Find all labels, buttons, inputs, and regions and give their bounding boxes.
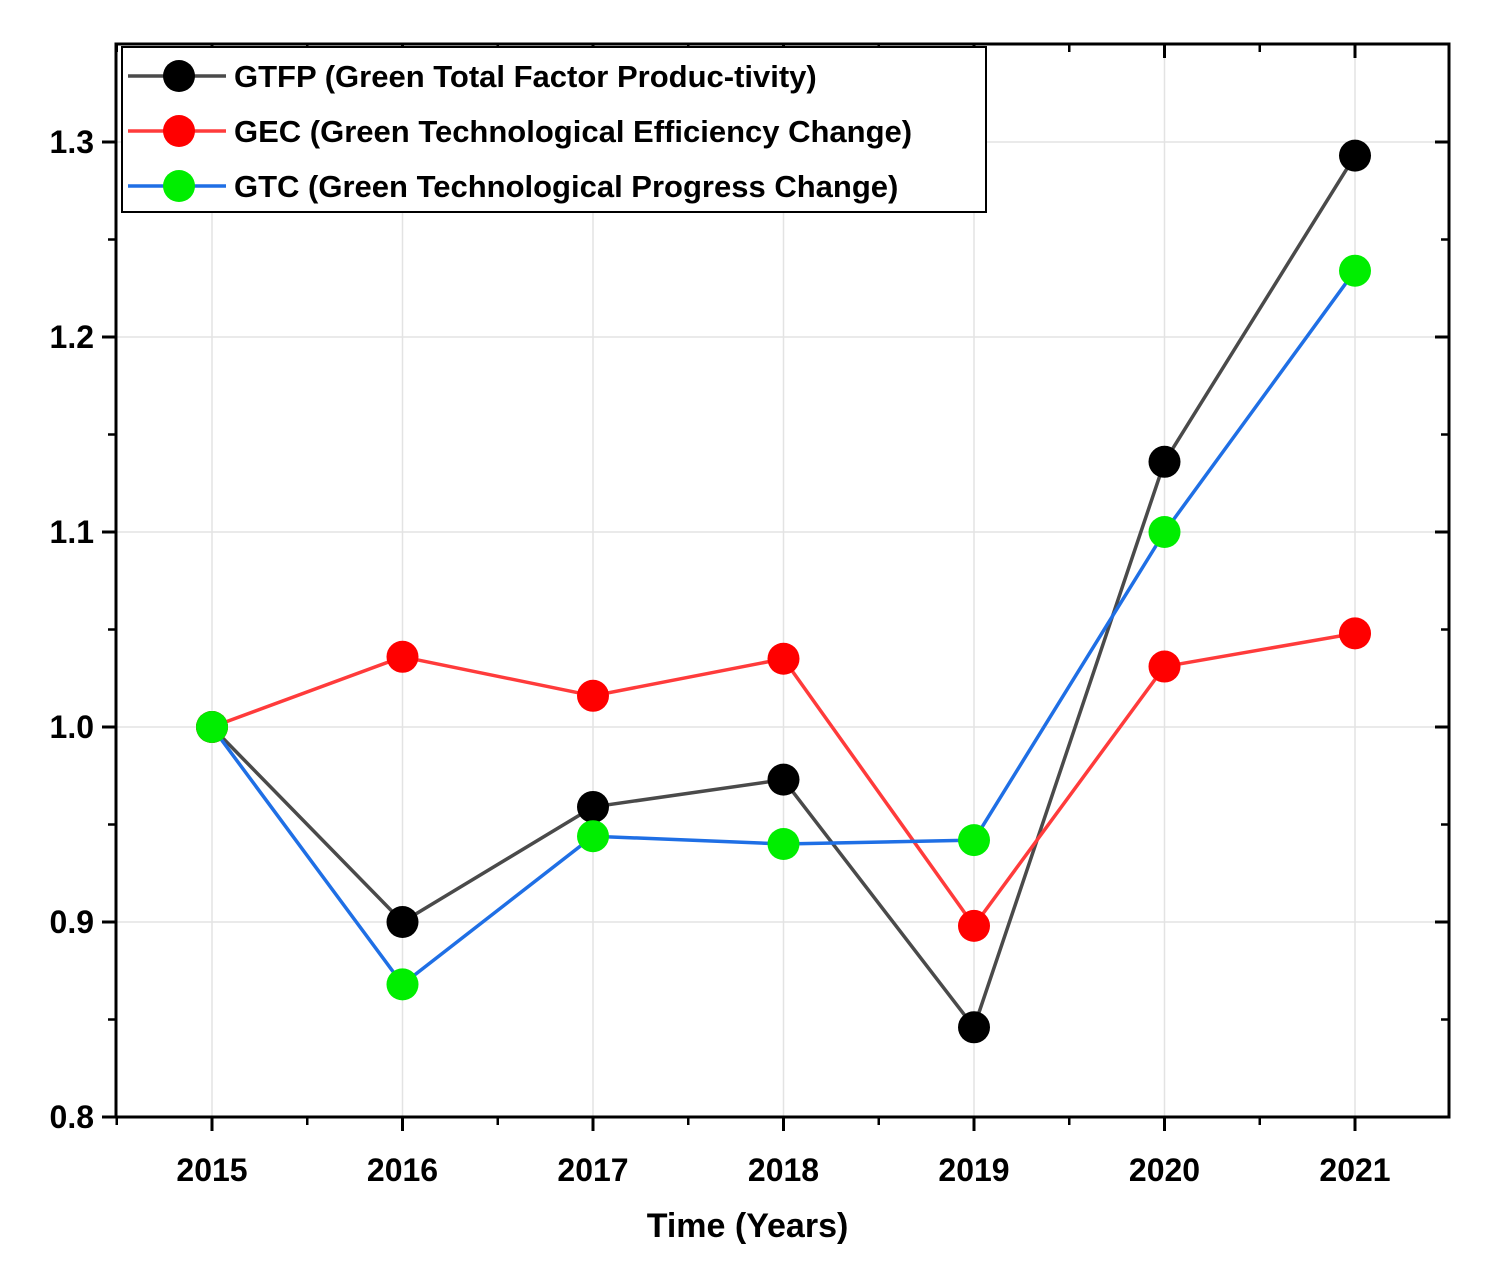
x-axis-title: Time (Years) <box>647 1207 849 1245</box>
data-point <box>1148 516 1181 548</box>
legend-marker <box>163 115 195 147</box>
y-tick-label: 1.2 <box>50 319 94 355</box>
legend-label: GTFP (Green Total Factor Produc-tivity) <box>234 59 817 94</box>
y-tick-label: 1.3 <box>50 124 94 160</box>
series-layer <box>196 139 1371 1044</box>
legend-marker <box>163 170 195 202</box>
data-point <box>958 1011 990 1044</box>
legend-box <box>121 46 987 213</box>
y-tick-label: 1.0 <box>50 709 94 745</box>
data-point <box>1339 617 1371 650</box>
series-3 <box>196 254 1371 1001</box>
data-point <box>196 711 228 743</box>
legend-label: GEC (Green Technological Efficiency Chan… <box>234 114 912 149</box>
x-tick-label: 2020 <box>1129 1152 1200 1188</box>
data-point <box>958 824 990 857</box>
legend: GTFP (Green Total Factor Produc-tivity) G… <box>121 46 987 213</box>
data-point <box>577 790 609 823</box>
data-point <box>386 968 419 1001</box>
axes: 0.8 0.9 1.0 1.1 1.2 1.3 2015 2016 2017 2018 2019 20… <box>50 42 1451 1188</box>
data-point <box>1339 254 1371 287</box>
data-point <box>767 828 800 860</box>
x-tick-label: 2017 <box>557 1152 628 1188</box>
data-point <box>1339 139 1371 172</box>
data-point <box>577 679 609 712</box>
y-tick-label: 0.9 <box>50 904 94 940</box>
x-tick-label: 2016 <box>367 1152 438 1188</box>
x-tick-label: 2015 <box>176 1152 247 1188</box>
legend-label: GTC (Green Technological Progress Change… <box>234 169 898 204</box>
data-point <box>386 906 419 938</box>
data-point <box>1148 650 1181 683</box>
data-point <box>767 642 800 675</box>
x-tick-label: 2018 <box>748 1152 819 1188</box>
data-point <box>1148 445 1181 478</box>
y-tick-label: 1.1 <box>50 514 94 550</box>
data-point <box>386 640 419 673</box>
data-point <box>577 820 609 853</box>
data-point <box>767 763 800 796</box>
series-2 <box>196 617 1371 942</box>
x-tick-label: 2019 <box>938 1152 1009 1188</box>
x-tick-label: 2021 <box>1319 1152 1390 1188</box>
y-tick-label: 0.8 <box>50 1099 94 1135</box>
legend-marker <box>163 60 195 92</box>
data-point <box>958 909 990 942</box>
